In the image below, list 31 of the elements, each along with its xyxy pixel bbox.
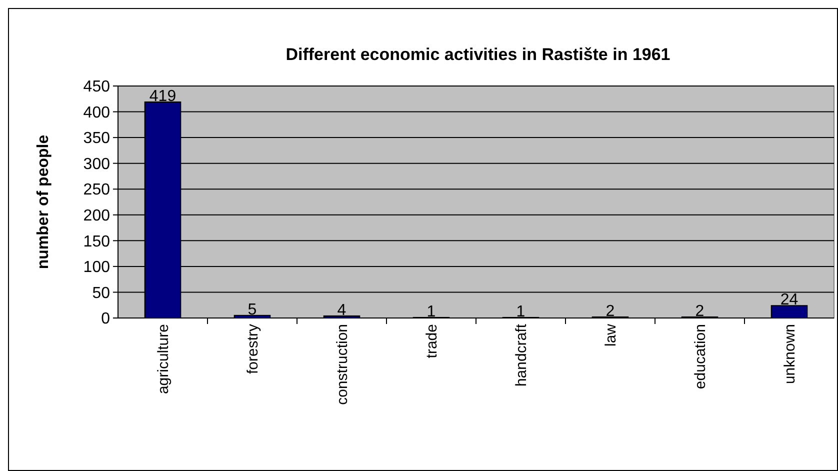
chart-title: Different economic activities in Rastište in 1961: [286, 45, 670, 64]
data-label: 1: [426, 303, 436, 320]
bar: [770, 305, 808, 318]
y-tick-label: 200: [83, 207, 110, 224]
data-label: 4: [337, 302, 346, 319]
x-tick-label: unknown: [781, 324, 798, 384]
y-tick-label: 350: [83, 130, 110, 148]
bar: [323, 315, 360, 318]
x-tick-label: agriculture: [154, 324, 172, 394]
data-label: 1: [516, 303, 526, 320]
y-tick-label: 100: [83, 259, 110, 276]
y-tick-label: 0: [101, 310, 110, 328]
x-tick-label: education: [692, 324, 709, 390]
y-axis-title: number of people: [35, 134, 52, 270]
y-tick-label: 250: [83, 182, 110, 199]
y-tick-label: 400: [83, 104, 110, 122]
data-label: 5: [248, 301, 257, 318]
y-tick-label: 150: [83, 233, 110, 250]
data-label: 419: [149, 88, 176, 105]
y-tick-label: 300: [83, 156, 110, 173]
data-label: 2: [695, 302, 704, 320]
y-tick-label: 450: [83, 78, 110, 96]
x-tick-label: handcraft: [512, 323, 530, 387]
bar: [234, 314, 271, 318]
data-label: 2: [606, 302, 615, 320]
y-tick-label: 50: [92, 284, 110, 302]
x-tick-label: construction: [334, 324, 351, 405]
data-label: 24: [780, 292, 798, 309]
x-tick-label: trade: [423, 324, 440, 358]
x-tick-label: forestry: [244, 324, 262, 374]
x-tick-label: law: [602, 324, 620, 347]
